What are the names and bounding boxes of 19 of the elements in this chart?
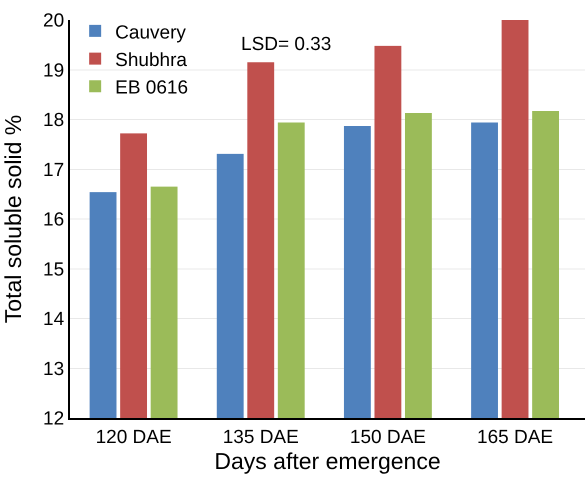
- y-tick-label: 20: [43, 10, 64, 32]
- y-tick-label: 14: [43, 309, 65, 330]
- legend-label: Cauvery: [115, 22, 186, 44]
- y-tick-label: 18: [43, 110, 64, 132]
- legend-label: EB 0616: [115, 78, 188, 99]
- y-tick-label: 13: [43, 358, 64, 380]
- y-tick-label: 15: [43, 259, 64, 280]
- x-tick-label: 120 DAE: [96, 426, 172, 448]
- x-axis-title: Days after emergence: [214, 448, 441, 474]
- x-tick-label: 150 DAE: [350, 426, 426, 448]
- x-tick-label: 165 DAE: [477, 426, 554, 448]
- y-tick-label: 17: [43, 160, 64, 181]
- legend-label: Shubhra: [115, 50, 188, 71]
- y-tick-label: 16: [43, 210, 64, 231]
- y-axis-title: Total soluble solid %: [0, 114, 26, 324]
- y-tick-label: 12: [43, 408, 64, 430]
- annotation: LSD= 0.33: [241, 34, 332, 55]
- y-tick-label: 19: [43, 60, 64, 82]
- x-tick-label: 135 DAE: [222, 426, 299, 448]
